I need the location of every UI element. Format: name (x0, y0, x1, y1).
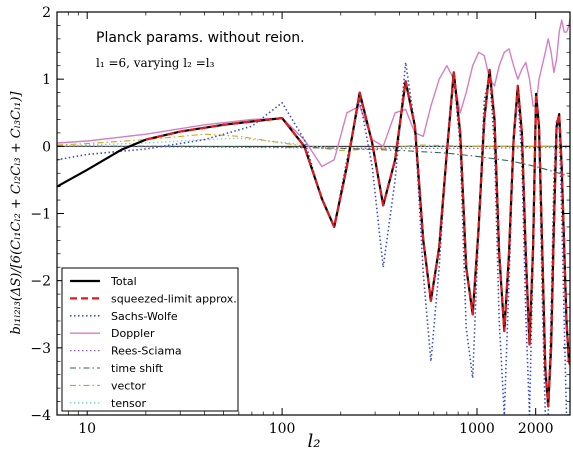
legend-label: Sachs-Wolfe (111, 310, 178, 323)
legend-label: vector (111, 379, 146, 392)
y-tick-label: 2 (42, 5, 51, 21)
y-tick-label: −4 (30, 408, 51, 424)
annotation-block: Planck params. without reion. l₁ =6, var… (96, 30, 305, 70)
x-axis-label: l₂ (308, 431, 321, 452)
series-line-4 (57, 145, 570, 149)
x-tick-label: 10 (78, 421, 96, 437)
x-tick-label: 2000 (518, 421, 554, 437)
legend-label: Rees-Sciama (111, 345, 182, 358)
y-tick-label: 1 (42, 72, 51, 88)
legend-label: tensor (111, 397, 147, 410)
legend-label: Doppler (111, 327, 155, 340)
ticks-layer: −4 −3 −2 −1 0 1 2 10 100 1000 2000 (30, 5, 571, 437)
legend-label: Total (110, 275, 137, 288)
series-line-3 (57, 18, 570, 168)
y-tick-label: 0 (42, 139, 51, 155)
legend-label: squeezed-limit approx. (111, 292, 237, 305)
annotation-title: Planck params. without reion. (96, 30, 305, 46)
y-tick-label: −2 (30, 274, 51, 290)
legend: Total squeezed-limit approx. Sachs-Wolfe Do… (61, 267, 239, 412)
y-tick-label: −1 (30, 207, 51, 223)
series-line-1 (145, 68, 570, 408)
series-line-5 (57, 145, 570, 178)
x-tick-label: 100 (269, 421, 296, 437)
annotation-subtitle: l₁ =6, varying l₂ =l₃ (96, 56, 215, 70)
y-tick-label: −3 (30, 341, 51, 357)
legend-label: time shift (111, 362, 164, 375)
legend-entries: Total squeezed-limit approx. Sachs-Wolfe Do… (70, 275, 237, 410)
x-tick-label: 1000 (459, 421, 495, 437)
y-axis-label: bₗ₁ₗ₂ₗ₃(ΔS)/[6(Cₗ₁Cₗ₂ + Cₗ₂Cₗ₃ + Cₗ₃Cₗ₁)… (9, 91, 24, 335)
legend-box (61, 267, 239, 412)
series-layer (57, 18, 570, 415)
